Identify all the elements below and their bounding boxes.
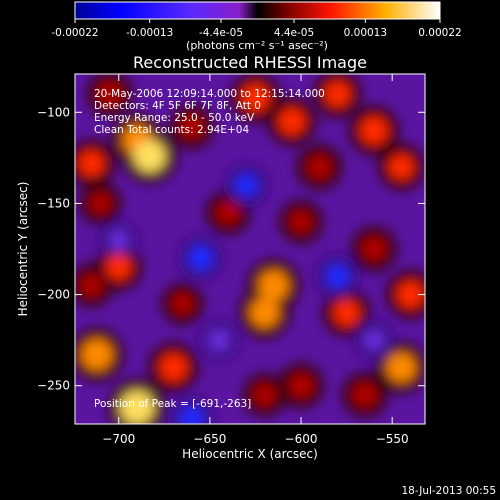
heatmap-blob xyxy=(258,270,289,301)
colorbar-tick-label: -0.00022 xyxy=(51,27,98,39)
heatmap-blob xyxy=(89,192,112,215)
annotation-clean: Clean Total counts: 2.94E+04 xyxy=(94,124,249,136)
heatmap-blob xyxy=(359,116,389,145)
colorbar-tick-label: 0.00022 xyxy=(418,27,461,39)
plot-frame xyxy=(74,73,426,425)
heatmap-blob xyxy=(325,264,350,289)
y-tick-label: −200 xyxy=(37,288,70,302)
heatmap-blob xyxy=(179,114,204,139)
heatmap-blob xyxy=(234,173,258,197)
heatmap-blob xyxy=(109,230,129,250)
heatmap-blob xyxy=(171,292,194,315)
heatmap-blob xyxy=(249,298,280,328)
heatmap-blob xyxy=(241,83,270,112)
colorbar-tick-label: -0.00013 xyxy=(126,27,173,39)
heatmap-blob xyxy=(78,149,105,177)
chart-title: Reconstructed RHESSI Image xyxy=(133,53,367,72)
colorbar-tick-label: -4.4e-05 xyxy=(199,27,243,39)
heatmap-blob xyxy=(396,280,425,309)
heatmap-blob xyxy=(324,80,351,108)
colorbar: -0.00022 -0.00013 -4.4e-05 4.4e-05 0.00013 0.… xyxy=(51,1,462,52)
x-tick-label: −550 xyxy=(376,432,409,446)
heatmap-blob xyxy=(361,236,387,262)
heatmap-blob xyxy=(105,254,132,281)
y-tick-label: −250 xyxy=(37,379,70,393)
y-tick-label: −150 xyxy=(37,196,70,210)
heatmap-blob xyxy=(159,353,188,382)
heatmap-blob xyxy=(306,154,332,180)
x-tick-label: −600 xyxy=(285,432,318,446)
heatmap-blob xyxy=(288,373,314,399)
colorbar-tick-label: 4.4e-05 xyxy=(274,27,314,39)
x-axis: −700 −650 −600 −550 xyxy=(102,74,409,446)
colorbar-unit-label: (photons cm⁻² s⁻¹ asec⁻²) xyxy=(186,39,328,52)
heatmap-blob xyxy=(97,81,123,107)
annotation-block: 20-May-2006 12:09:14.000 to 12:15:14.000… xyxy=(94,88,325,136)
heatmap-blob xyxy=(216,200,241,225)
peak-label: Position of Peak = [-691,-263] xyxy=(94,398,251,410)
y-axis: −100 −150 −200 −250 xyxy=(37,105,425,393)
heatmap-blob xyxy=(352,382,378,408)
footer-timestamp: 18-Jul-2013 00:55 xyxy=(401,485,496,497)
heatmap-blob xyxy=(79,273,103,298)
heatmap-blob xyxy=(278,107,306,136)
colorbar-tick-label: 0.00013 xyxy=(344,27,387,39)
heatmap-blob xyxy=(119,390,154,424)
heatmap-blob xyxy=(179,406,205,424)
heatmap-blob xyxy=(388,154,415,180)
heatmap-blob xyxy=(188,245,214,271)
x-tick-label: −650 xyxy=(193,432,226,446)
x-axis-label: Heliocentric X (arcsec) xyxy=(182,447,318,461)
heatmap-blob xyxy=(363,329,385,351)
heatmap-blob xyxy=(133,139,166,173)
colorbar-gradient xyxy=(74,1,441,20)
heatmap-blob xyxy=(386,352,417,383)
heatmap-blob xyxy=(81,339,113,371)
annotation-energy: Energy Range: 25.0 - 50.0 keV xyxy=(94,112,255,124)
annotation-detectors: Detectors: 4F 5F 6F 7F 8F, Att 0 xyxy=(94,100,261,112)
x-tick-label: −700 xyxy=(102,432,135,446)
heatmap-image xyxy=(75,74,425,424)
y-tick-label: −100 xyxy=(37,105,70,119)
heatmap-blob xyxy=(208,329,230,351)
heatmap-blob xyxy=(333,299,360,327)
annotation-time: 20-May-2006 12:09:14.000 to 12:15:14.000 xyxy=(94,88,325,100)
heatmap-blob xyxy=(289,210,313,234)
y-axis-label: Heliocentric Y (arcsec) xyxy=(16,182,30,317)
heatmap-blob xyxy=(253,383,277,407)
